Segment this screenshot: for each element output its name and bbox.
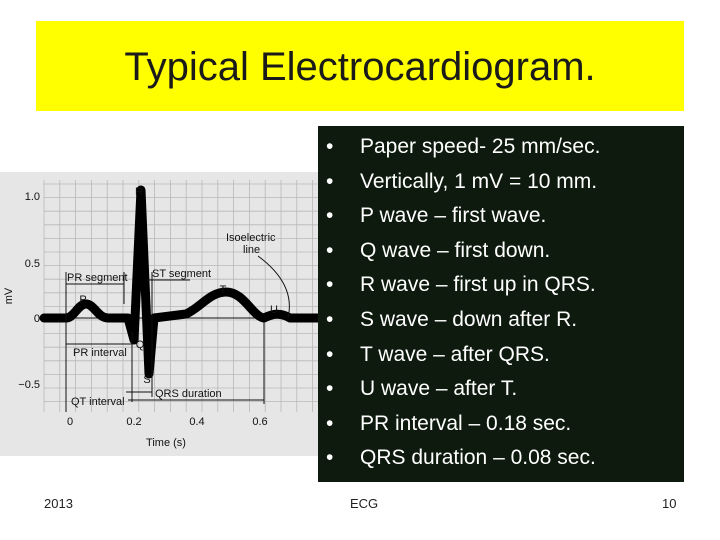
y-tick-label: 0.5 (25, 258, 40, 270)
bullet-dot-icon: • (326, 307, 334, 331)
bullet-text: QRS duration – 0.08 sec. (360, 446, 596, 470)
bullet-item: • QRS duration – 0.08 sec. (326, 445, 600, 480)
bullet-text: T wave – after QRS. (360, 342, 550, 366)
bullet-item: • P wave – first wave. (326, 203, 600, 238)
x-axis-label: Time (s) (146, 437, 186, 449)
wave-label-q: Q (136, 339, 145, 351)
bullet-item: • PR interval – 0.18 sec. (326, 411, 600, 446)
footer-topic: ECG (350, 496, 379, 511)
bullet-dot-icon: • (326, 273, 334, 297)
bullet-item: • Q wave – first down. (326, 238, 600, 273)
pr-interval-label: PR interval (73, 347, 127, 359)
bullet-dot-icon: • (326, 204, 334, 228)
footer-page-number: 10 (662, 496, 677, 511)
title-banner: Typical Electrocardiogram. (36, 21, 684, 111)
bullet-dot-icon: • (326, 342, 334, 366)
ecg-grid (43, 180, 318, 412)
bullet-text: Vertically, 1 mV = 10 mm. (360, 169, 598, 193)
bullet-item: • T wave – after QRS. (326, 342, 600, 377)
bullet-dot-icon: • (326, 446, 334, 470)
x-tick-label: 0 (67, 416, 73, 428)
bullet-text: Paper speed- 25 mm/sec. (360, 135, 601, 158)
slide-title: Typical Electrocardiogram. (124, 45, 596, 89)
wave-label-r: R (135, 186, 143, 198)
bullet-dot-icon: • (326, 135, 334, 158)
bullet-list: • Paper speed- 25 mm/sec. • Vertically, 1 m… (326, 134, 600, 480)
bullet-text: U wave – after T. (360, 377, 518, 401)
bullet-text: PR interval – 0.18 sec. (360, 411, 572, 435)
bullet-item: • S wave – down after R. (326, 307, 600, 342)
st-segment-label: ST segment (152, 268, 211, 280)
y-tick-label: −0.5 (18, 379, 40, 391)
bullet-item: • Paper speed- 25 mm/sec. (326, 134, 600, 169)
ecg-diagram-svg: 1.0 0.5 0 −0.5 0 0.2 0.4 0.6 mV Time (s)… (0, 172, 323, 456)
x-tick-label: 0.6 (252, 416, 267, 428)
pr-segment-label: PR segment (67, 272, 128, 284)
qrs-duration-label: QRS duration (155, 388, 222, 400)
x-tick-label: 0.2 (126, 416, 141, 428)
y-tick-label: 1.0 (25, 191, 40, 203)
isoelectric-label: Isoelectric (226, 232, 276, 244)
x-tick-label: 0.4 (189, 416, 204, 428)
y-axis-label: mV (3, 287, 15, 304)
ecg-trace (39, 185, 323, 379)
footer-year: 2013 (44, 496, 73, 511)
wave-label-s: S (143, 374, 150, 386)
bullet-item: • Vertically, 1 mV = 10 mm. (326, 169, 600, 204)
bullet-dot-icon: • (326, 377, 334, 401)
isoelectric-label-line2: line (243, 244, 260, 256)
wave-label-u: U (270, 304, 278, 316)
bullet-dot-icon: • (326, 411, 334, 435)
bullet-item: • U wave – after T. (326, 376, 600, 411)
notes-panel: • Paper speed- 25 mm/sec. • Vertically, 1 m… (318, 126, 684, 482)
bullet-dot-icon: • (326, 238, 334, 262)
qt-interval-label: QT interval (71, 396, 125, 408)
wave-label-p: P (79, 294, 86, 306)
bullet-item: • R wave – first up in QRS. (326, 272, 600, 307)
bullet-dot-icon: • (326, 169, 334, 193)
bullet-text: Q wave – first down. (360, 238, 551, 262)
bullet-text: R wave – first up in QRS. (360, 273, 596, 297)
y-tick-label: 0 (34, 313, 40, 325)
ecg-diagram: 1.0 0.5 0 −0.5 0 0.2 0.4 0.6 mV Time (s)… (0, 172, 323, 456)
bullet-text: S wave – down after R. (360, 307, 578, 331)
annotation-arrows (65, 255, 290, 412)
bullet-text: P wave – first wave. (360, 204, 547, 228)
wave-label-t: T (220, 284, 227, 296)
